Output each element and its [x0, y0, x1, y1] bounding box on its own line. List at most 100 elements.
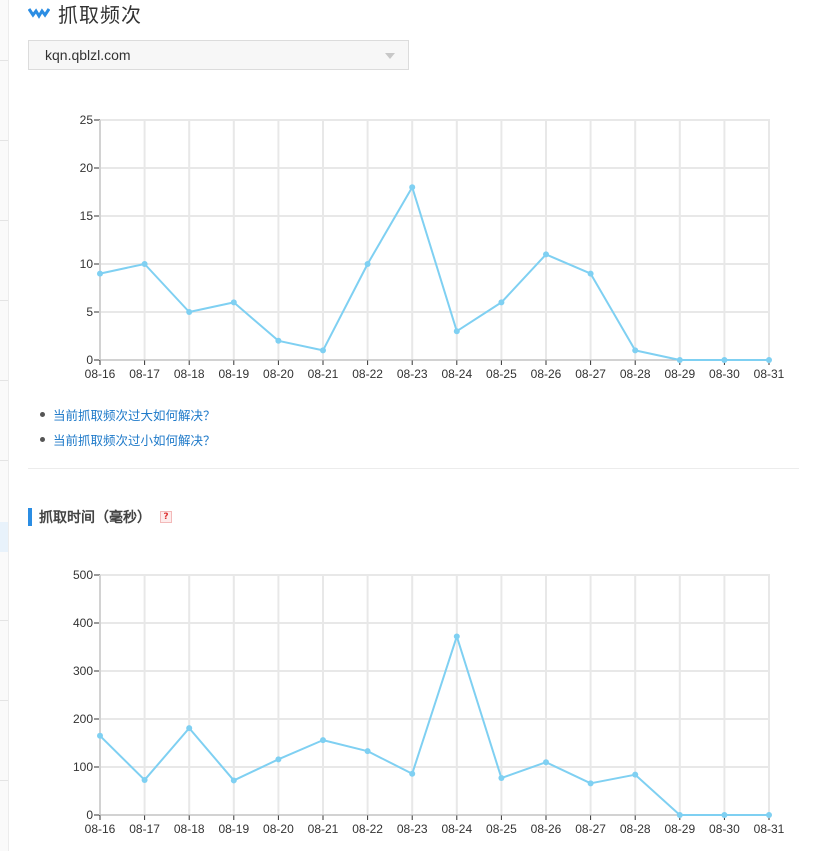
data-point: [721, 357, 728, 363]
x-tick-label: 08-19: [218, 822, 249, 836]
data-point: [587, 270, 594, 277]
y-tick-label: 0: [86, 808, 93, 822]
help-icon[interactable]: ?: [160, 511, 172, 523]
chevron-down-icon: [28, 8, 50, 19]
y-tick-label: 100: [73, 760, 93, 774]
rail-active-item[interactable]: [0, 522, 8, 552]
x-tick-label: 08-22: [352, 367, 383, 381]
series-line: [99, 186, 769, 361]
section-accent-bar: [28, 508, 32, 526]
x-tick-label: 08-21: [308, 822, 339, 836]
y-tick-label: 400: [73, 616, 93, 630]
crawl-frequency-chart: 0 5 10 15 20 25 08-16 08-17 08-18 08-19 08-20 08-21…: [0, 100, 816, 390]
data-point: [676, 812, 683, 818]
section-divider: [28, 468, 799, 469]
data-point: [275, 337, 282, 344]
data-point: [543, 251, 549, 258]
x-tick-label: 08-18: [174, 822, 205, 836]
x-tick-label: 08-19: [218, 367, 249, 381]
x-tick-label: 08-29: [664, 822, 695, 836]
x-tick-label: 08-23: [397, 367, 428, 381]
y-tick-label: 500: [73, 568, 93, 582]
x-tick-label: 08-26: [531, 367, 562, 381]
x-tick-label: 08-17: [129, 822, 160, 836]
data-point: [320, 737, 326, 744]
x-tick-label: 08-24: [441, 822, 472, 836]
series-line: [99, 635, 769, 816]
data-point: [632, 347, 639, 354]
data-point: [498, 775, 505, 782]
data-point: [141, 776, 148, 783]
x-tick-label: 08-18: [174, 367, 205, 381]
rail-divider: [0, 620, 8, 621]
y-tick-label: 10: [80, 257, 94, 271]
data-point: [721, 812, 728, 818]
data-point: [453, 328, 460, 335]
site-select[interactable]: kqn.qblzl.com: [28, 40, 409, 70]
data-point: [498, 299, 505, 306]
data-point: [409, 770, 416, 777]
site-select-value: kqn.qblzl.com: [45, 47, 131, 63]
x-tick-label: 08-22: [352, 822, 383, 836]
help-links: 当前抓取频次过大如何解决？ 当前抓取频次过小如何解决？: [40, 402, 216, 452]
x-tick-label: 08-28: [620, 822, 651, 836]
data-point: [543, 759, 549, 766]
x-tick-label: 08-17: [129, 367, 160, 381]
plot-area: [99, 119, 770, 361]
y-tick-label: 5: [86, 305, 93, 319]
y-tick-label: 300: [73, 664, 93, 678]
page-title: 抓取频次: [58, 2, 142, 27]
data-point: [141, 261, 148, 267]
x-tick-label: 08-21: [308, 367, 339, 381]
x-tick-label: 08-31: [754, 367, 785, 381]
bullet-icon: [40, 412, 45, 417]
help-link-too-low[interactable]: 当前抓取频次过小如何解决？: [53, 433, 216, 448]
data-point: [97, 732, 103, 739]
x-tick-label: 08-29: [664, 367, 695, 381]
data-point: [409, 184, 416, 191]
data-point: [186, 309, 193, 315]
rail-divider: [0, 300, 8, 301]
data-point: [364, 261, 371, 267]
data-point: [230, 299, 237, 306]
data-point: [275, 756, 282, 763]
crawl-frequency-svg: 0 5 10 15 20 25 08-16 08-17 08-18 08-19 08-20 08-21…: [80, 113, 785, 381]
x-tick-label: 08-23: [397, 822, 428, 836]
x-tick-label: 08-16: [85, 367, 116, 381]
data-point: [97, 270, 103, 277]
x-tick-label: 08-27: [575, 367, 606, 381]
y-tick-label: 0: [86, 353, 93, 367]
data-point: [587, 780, 594, 787]
data-point: [766, 357, 772, 363]
rail-divider: [0, 780, 8, 781]
data-point: [676, 357, 683, 363]
y-tick-label: 25: [80, 113, 94, 127]
plot-area: [99, 574, 770, 816]
x-tick-label: 08-27: [575, 822, 606, 836]
bullet-icon: [40, 437, 45, 442]
help-link-item: 当前抓取频次过大如何解决？: [40, 402, 216, 427]
data-point: [453, 633, 460, 640]
dropdown-caret-icon: [385, 53, 395, 59]
crawl-time-title: 抓取时间（毫秒）: [39, 510, 151, 526]
x-tick-label: 08-31: [754, 822, 785, 836]
x-tick-label: 08-25: [486, 367, 517, 381]
x-tick-label: 08-16: [85, 822, 116, 836]
rail-divider: [0, 700, 8, 701]
section-header: 抓取频次: [28, 0, 142, 27]
x-tick-label: 08-25: [486, 822, 517, 836]
x-tick-label: 08-20: [263, 367, 294, 381]
rail-divider: [0, 460, 8, 461]
data-point: [186, 725, 193, 732]
crawl-time-chart: 0 100 200 300 400 500 08-16 08-17 08-18 08-19 08-2…: [0, 560, 816, 845]
rail-divider: [0, 380, 8, 381]
left-rail: [0, 0, 9, 851]
x-tick-label: 08-30: [709, 822, 740, 836]
help-link-too-high[interactable]: 当前抓取频次过大如何解决？: [53, 408, 216, 423]
data-point: [766, 812, 772, 818]
y-tick-label: 200: [73, 712, 93, 726]
rail-divider: [0, 140, 8, 141]
data-point: [320, 347, 326, 354]
x-tick-label: 08-30: [709, 367, 740, 381]
help-link-item: 当前抓取频次过小如何解决？: [40, 427, 216, 452]
